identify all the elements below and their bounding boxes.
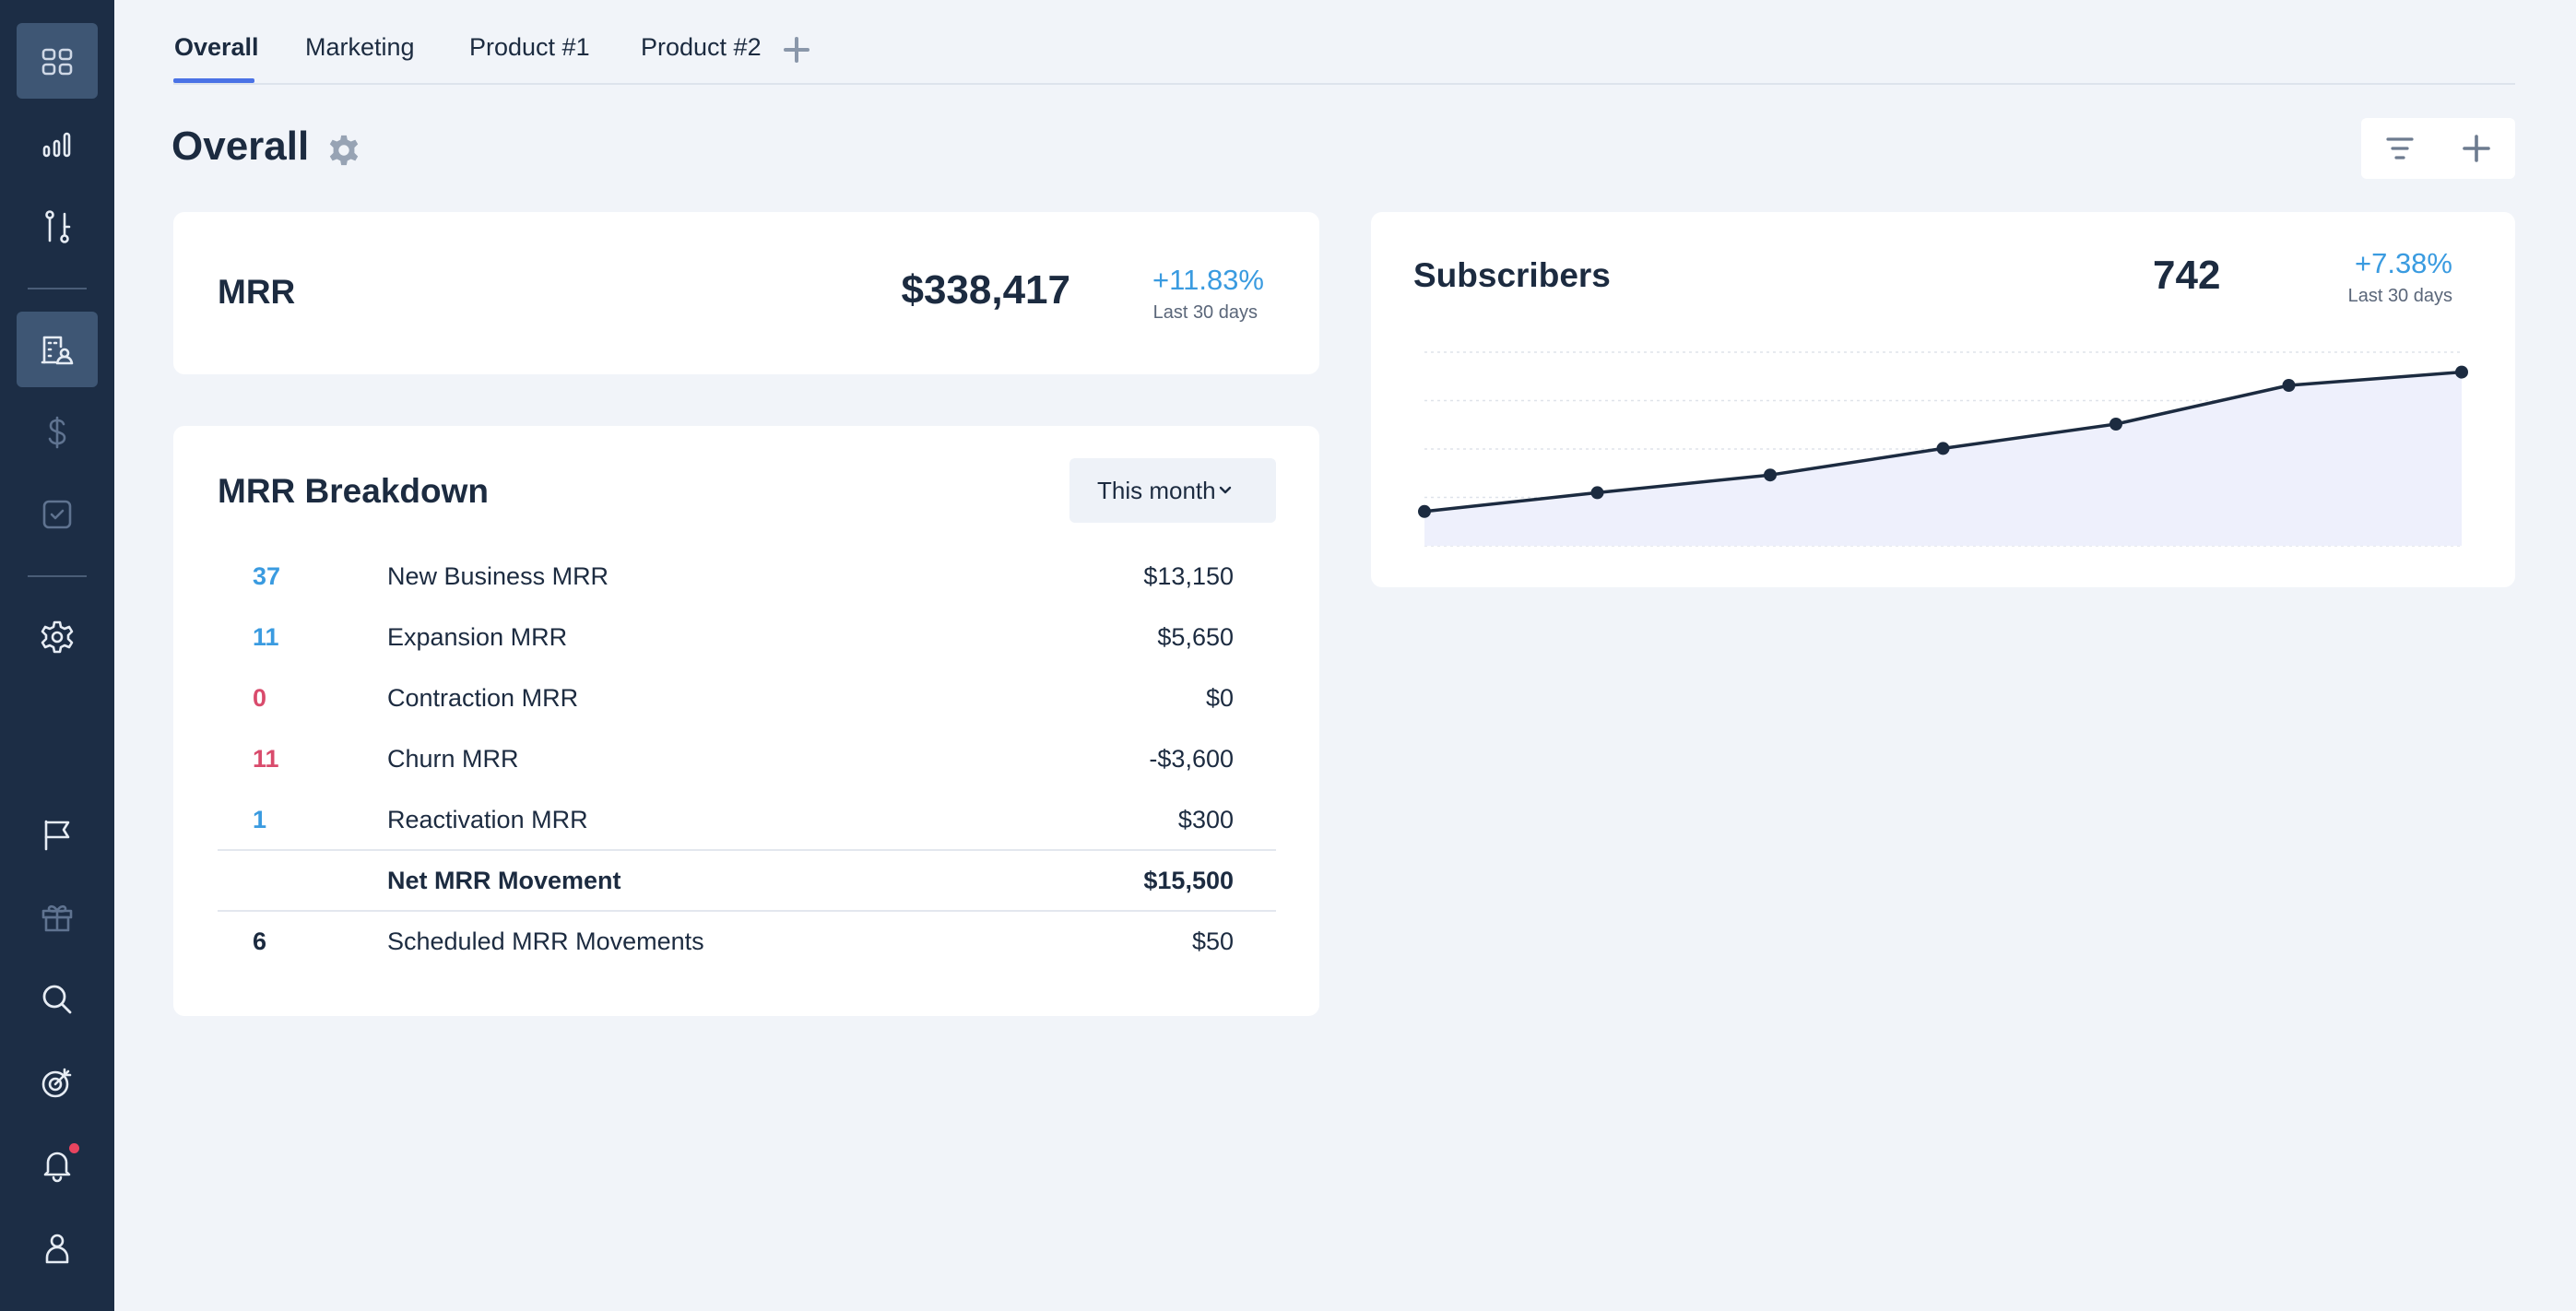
tab-overall[interactable]: Overall [174, 33, 259, 61]
mrr-label: MRR [218, 273, 296, 311]
chevron-down-icon [1219, 486, 1232, 494]
dashboard-settings-icon[interactable] [326, 133, 361, 168]
subscribers-label: Subscribers [1413, 256, 1611, 294]
sidebar-item-goals[interactable] [17, 1045, 98, 1120]
tab-bar [173, 0, 2515, 85]
row-amount: $0 [1205, 684, 1234, 712]
filter-icon[interactable] [2381, 130, 2418, 167]
row-count: 1 [253, 806, 267, 833]
sidebar [0, 0, 114, 1311]
row-count: 11 [253, 745, 279, 773]
sidebar-item-notifications[interactable] [17, 1127, 98, 1202]
data-point[interactable] [1418, 504, 1431, 518]
subscribers-value: 742 [2153, 253, 2221, 298]
checkbox-icon [42, 500, 72, 529]
sidebar-divider [28, 575, 87, 577]
data-point[interactable] [1764, 468, 1777, 482]
row-label: Expansion MRR [387, 623, 568, 651]
row-amount: $50 [1191, 927, 1234, 955]
add-widget-icon[interactable] [2458, 130, 2495, 167]
breakdown-row-expansion[interactable]: 11 Expansion MRR $5,650 [218, 607, 1276, 667]
divider [218, 849, 1276, 851]
gift-icon [41, 904, 73, 932]
net-amount: $15,500 [1143, 867, 1234, 894]
data-point[interactable] [2109, 418, 2122, 431]
sidebar-item-search[interactable] [17, 962, 98, 1037]
notification-badge [69, 1143, 79, 1153]
breakdown-row-scheduled[interactable]: 6 Scheduled MRR Movements $50 [218, 911, 1276, 972]
row-label: Scheduled MRR Movements [387, 927, 704, 955]
row-amount: $13,150 [1143, 562, 1234, 590]
tab-product-1[interactable]: Product #1 [469, 33, 590, 61]
breakdown-row-contraction[interactable]: 0 Contraction MRR $0 [218, 667, 1276, 728]
sidebar-item-reports[interactable] [17, 107, 98, 183]
data-point[interactable] [2455, 365, 2468, 379]
chart-area [1424, 372, 2462, 546]
data-point[interactable] [2282, 379, 2296, 392]
tab-marketing[interactable]: Marketing [305, 33, 415, 61]
sidebar-item-tasks[interactable] [17, 477, 98, 552]
tab-product-2[interactable]: Product #2 [641, 33, 762, 61]
sidebar-item-profile[interactable] [17, 1211, 98, 1286]
row-count: 6 [253, 927, 267, 955]
date-range-value: This month [1097, 477, 1216, 504]
bell-icon [43, 1152, 71, 1183]
page-title: Overall [171, 124, 310, 169]
sidebar-item-flags[interactable] [17, 797, 98, 872]
active-tab-indicator [173, 78, 254, 83]
user-icon [45, 1234, 69, 1264]
dashboard-icon [41, 48, 73, 76]
sidebar-item-dashboard[interactable] [17, 23, 98, 99]
bar-chart-icon [42, 132, 71, 158]
flow-icon [45, 210, 71, 243]
mrr-card[interactable]: MRR $338,417 +11.83% Last 30 days [173, 212, 1319, 374]
subscribers-period: Last 30 days [2347, 286, 2452, 306]
subscribers-card[interactable]: Subscribers 742 +7.38% Last 30 days [1371, 212, 2515, 587]
net-label: Net MRR Movement [387, 867, 621, 894]
row-amount: -$3,600 [1149, 745, 1234, 773]
breakdown-row-net: Net MRR Movement $15,500 [218, 850, 1276, 911]
breakdown-row-reactivation[interactable]: 1 Reactivation MRR $300 [218, 789, 1276, 850]
mrr-value: $338,417 [901, 267, 1070, 313]
building-user-icon [41, 336, 74, 365]
row-label: Reactivation MRR [387, 806, 588, 833]
subscribers-change: +7.38% [2354, 247, 2452, 279]
header-actions [2361, 118, 2515, 179]
row-label: New Business MRR [387, 562, 609, 590]
row-count: 11 [253, 623, 279, 651]
mrr-change: +11.83% [1152, 264, 1264, 296]
data-point[interactable] [1590, 486, 1604, 500]
sidebar-item-customers[interactable] [17, 312, 98, 387]
mrr-breakdown-card: MRR Breakdown This month 37 New Business… [173, 426, 1319, 1016]
sidebar-item-gifts[interactable] [17, 879, 98, 954]
sidebar-item-billing[interactable] [17, 395, 98, 470]
row-amount: $300 [1177, 806, 1234, 833]
row-amount: $5,650 [1157, 623, 1234, 651]
sidebar-divider [28, 288, 87, 289]
sidebar-item-flows[interactable] [17, 189, 98, 265]
row-count: 0 [253, 684, 267, 712]
chart-points [1418, 365, 2468, 518]
date-range-select[interactable]: This month [1069, 458, 1276, 523]
target-icon [41, 1068, 72, 1098]
breakdown-row-churn[interactable]: 11 Churn MRR -$3,600 [218, 728, 1276, 789]
row-label: Churn MRR [387, 745, 519, 773]
divider [218, 910, 1276, 912]
row-count: 37 [253, 562, 281, 590]
dollar-icon [48, 416, 66, 449]
add-tab-icon[interactable] [782, 35, 811, 65]
settings-icon [41, 620, 74, 654]
mrr-period: Last 30 days [1152, 302, 1258, 323]
subscribers-chart [1418, 351, 2468, 547]
breakdown-row-new-business[interactable]: 37 New Business MRR $13,150 [218, 546, 1276, 607]
data-point[interactable] [1936, 442, 1950, 455]
search-icon [42, 985, 72, 1014]
breakdown-title: MRR Breakdown [218, 472, 489, 510]
sidebar-item-settings[interactable] [17, 599, 98, 675]
row-label: Contraction MRR [387, 684, 579, 712]
flag-icon [44, 820, 70, 851]
